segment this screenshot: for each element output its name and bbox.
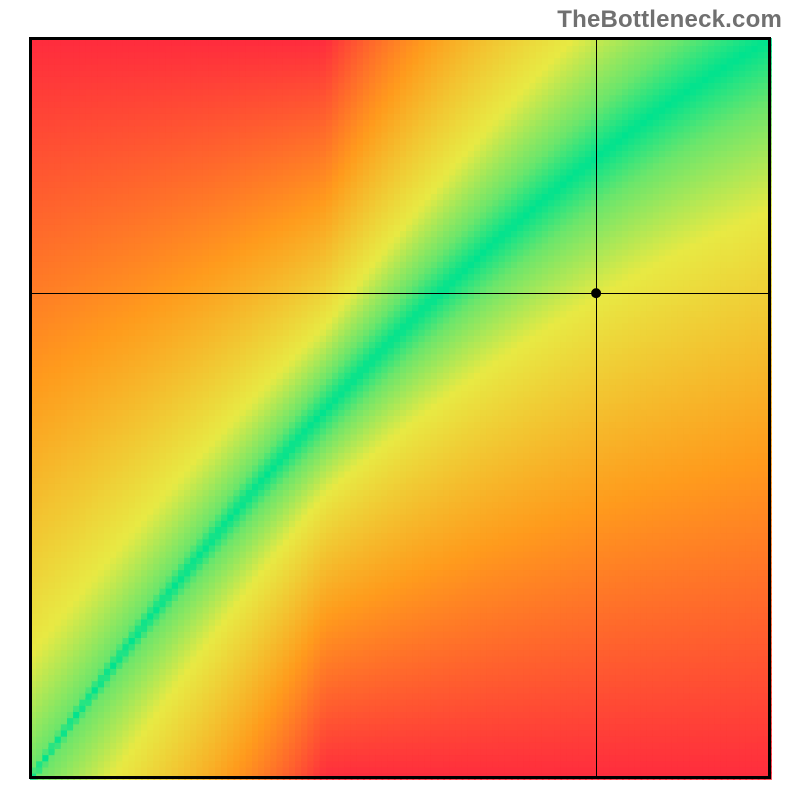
watermark-label: TheBottleneck.com [557,6,782,34]
chart-container: TheBottleneck.com [0,0,800,800]
crosshair-overlay [0,0,800,800]
